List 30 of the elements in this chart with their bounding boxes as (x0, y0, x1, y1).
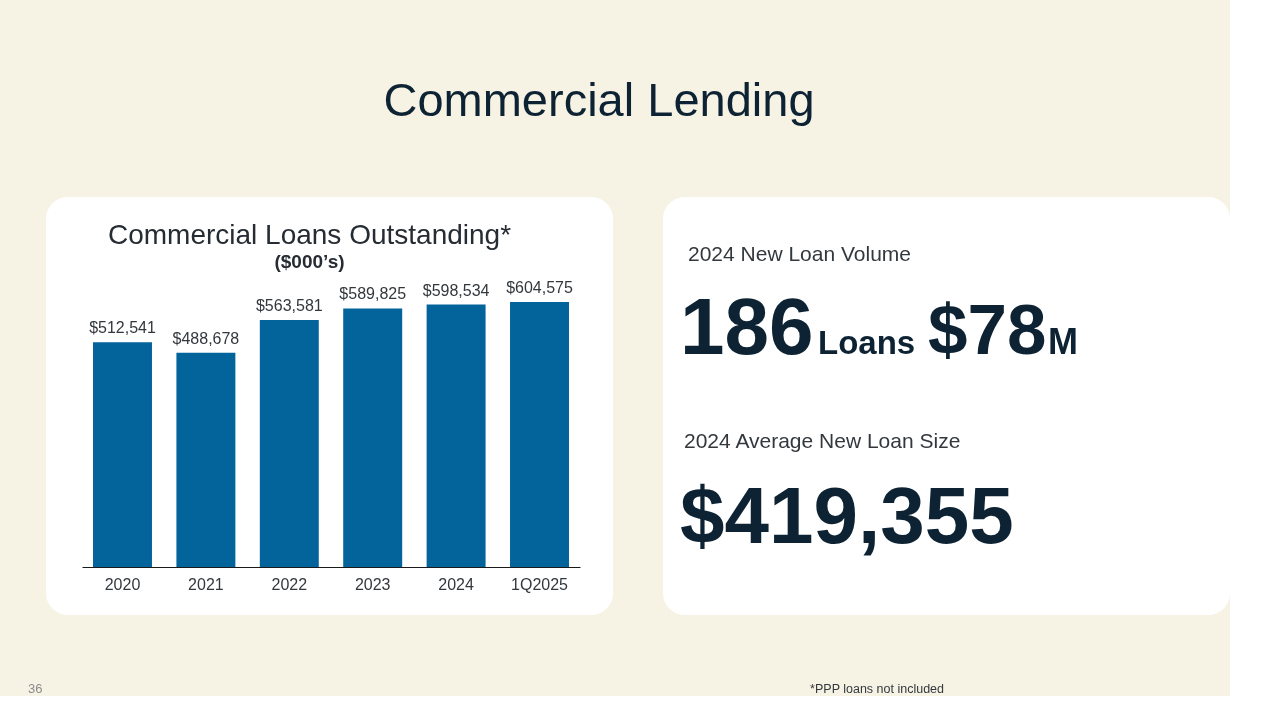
chart-title: Commercial Loans Outstanding* (107, 219, 512, 250)
data-label: $488,678 (172, 329, 240, 347)
text: 2024 New Loan Volume (688, 242, 911, 265)
x-tick-label: 2023 (354, 575, 391, 593)
data-label: $563,581 (255, 296, 323, 314)
x-tick-label: 2020 (104, 575, 141, 593)
data-label: $589,825 (339, 285, 407, 303)
text: M (1048, 321, 1078, 362)
text: Loans (818, 324, 916, 361)
text: $78 (928, 290, 1047, 369)
text: $419,355 (680, 471, 1014, 560)
chart-subtitle: ($000’s) (274, 251, 345, 272)
x-tick-label: 1Q2025 (511, 575, 569, 593)
text: 186 (680, 282, 814, 371)
x-tick-label: 2022 (271, 575, 308, 593)
x-tick-label: 2021 (188, 575, 224, 593)
text: *PPP loans not included (810, 682, 945, 696)
bar (259, 319, 319, 567)
bar (176, 352, 236, 567)
bar (510, 301, 569, 567)
data-label: $604,575 (506, 278, 573, 296)
x-tick-label: 2024 (438, 575, 474, 593)
data-label: $598,534 (422, 281, 490, 299)
bar (426, 304, 486, 567)
bar (93, 342, 152, 567)
text: Commercial Lending (383, 73, 815, 126)
text: 2024 Average New Loan Size (684, 429, 961, 452)
data-label: $512,541 (89, 319, 156, 337)
text: 36 (28, 681, 43, 696)
bar (343, 308, 403, 567)
